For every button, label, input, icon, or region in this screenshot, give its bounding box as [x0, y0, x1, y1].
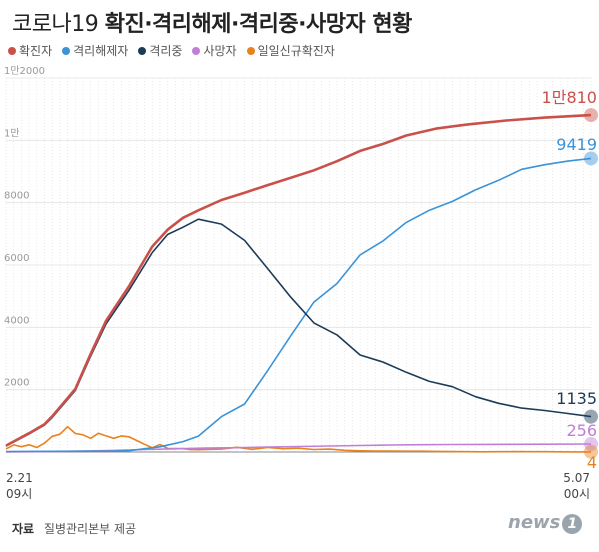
legend-label: 격리해제자 — [73, 44, 129, 58]
legend-label: 일일신규확진자 — [257, 44, 335, 58]
legend-swatch — [192, 46, 201, 55]
source-text: 질병관리본부 제공 — [43, 522, 137, 536]
x-start-date: 2.21 — [6, 471, 33, 485]
legend-item: 격리해제자 — [62, 42, 128, 59]
x-end-time: 00시 — [563, 487, 590, 501]
series-end-marker — [584, 108, 598, 123]
y-tick-label: 1만2000 — [4, 65, 45, 77]
series-line — [5, 157, 592, 453]
legend-item: 사망자 — [192, 42, 237, 59]
series-line — [5, 113, 592, 447]
x-start-time: 09시 — [6, 487, 33, 501]
legend: 확진자 격리해제자 격리중 사망자 일일신규확진자 — [8, 42, 335, 59]
series-end-marker — [584, 444, 598, 459]
legend-label: 격리중 — [149, 44, 183, 58]
series-end-marker — [584, 409, 598, 424]
series-end-marker — [584, 151, 598, 166]
legend-swatch — [62, 46, 71, 55]
title-prefix: 코로나19 — [12, 12, 99, 37]
series-line — [5, 425, 591, 453]
series-end-label: 4 — [587, 453, 597, 472]
legend-item: 격리중 — [138, 42, 182, 59]
series-end-label: 1135 — [556, 389, 597, 408]
logo-text: news — [508, 512, 561, 533]
y-tick-label: 4000 — [4, 315, 29, 326]
chart-title: 코로나19 확진·격리해제·격리중·사망자 현황 — [12, 6, 412, 38]
source-note: 자료 질병관리본부 제공 — [12, 520, 136, 537]
y-tick-label: 1만 — [4, 127, 20, 139]
y-tick-label: 6000 — [4, 253, 29, 264]
legend-label: 확진자 — [19, 44, 53, 58]
x-end-label: 5.07 00시 — [563, 470, 590, 502]
series-end-label: 1만810 — [542, 88, 597, 107]
legend-swatch — [8, 46, 16, 55]
logo-mark: 1 — [562, 514, 583, 534]
legend-swatch — [246, 46, 255, 55]
y-tick-label: 8000 — [4, 191, 29, 202]
source-key: 자료 — [12, 522, 35, 536]
x-end-date: 5.07 — [563, 471, 590, 485]
y-tick-label: 2000 — [4, 378, 29, 389]
series-end-label: 256 — [566, 421, 597, 440]
legend-swatch — [138, 46, 147, 55]
title-main: 확진·격리해제·격리중·사망자 현황 — [104, 12, 413, 37]
x-start-label: 2.21 09시 — [6, 470, 33, 502]
series-line — [5, 218, 592, 447]
series-end-marker — [584, 437, 598, 452]
series-end-label: 9419 — [556, 135, 597, 154]
legend-item: 확진자 — [8, 42, 52, 59]
legend-item: 일일신규확진자 — [246, 42, 335, 59]
news1-logo: news 1 — [508, 512, 583, 534]
legend-label: 사망자 — [203, 44, 237, 58]
